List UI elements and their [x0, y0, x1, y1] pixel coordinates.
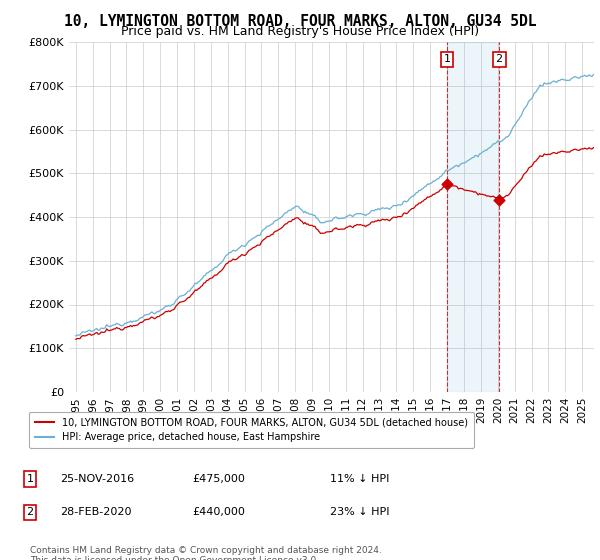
Point	[494, 195, 504, 204]
Text: 1: 1	[26, 474, 34, 484]
Point	[442, 180, 452, 189]
Text: Contains HM Land Registry data © Crown copyright and database right 2024.
This d: Contains HM Land Registry data © Crown c…	[30, 546, 382, 560]
Bar	[447, 42, 499, 392]
Text: 2: 2	[26, 507, 34, 517]
Text: 1: 1	[443, 54, 451, 64]
Text: 10, LYMINGTON BOTTOM ROAD, FOUR MARKS, ALTON, GU34 5DL: 10, LYMINGTON BOTTOM ROAD, FOUR MARKS, A…	[64, 14, 536, 29]
Legend: 10, LYMINGTON BOTTOM ROAD, FOUR MARKS, ALTON, GU34 5DL (detached house), HPI: Av: 10, LYMINGTON BOTTOM ROAD, FOUR MARKS, A…	[29, 412, 474, 448]
Text: 11% ↓ HPI: 11% ↓ HPI	[330, 474, 389, 484]
Text: 2: 2	[496, 54, 503, 64]
Text: 28-FEB-2020: 28-FEB-2020	[60, 507, 131, 517]
Text: £475,000: £475,000	[192, 474, 245, 484]
Text: 23% ↓ HPI: 23% ↓ HPI	[330, 507, 389, 517]
Text: £440,000: £440,000	[192, 507, 245, 517]
Text: 25-NOV-2016: 25-NOV-2016	[60, 474, 134, 484]
Text: Price paid vs. HM Land Registry's House Price Index (HPI): Price paid vs. HM Land Registry's House …	[121, 25, 479, 38]
